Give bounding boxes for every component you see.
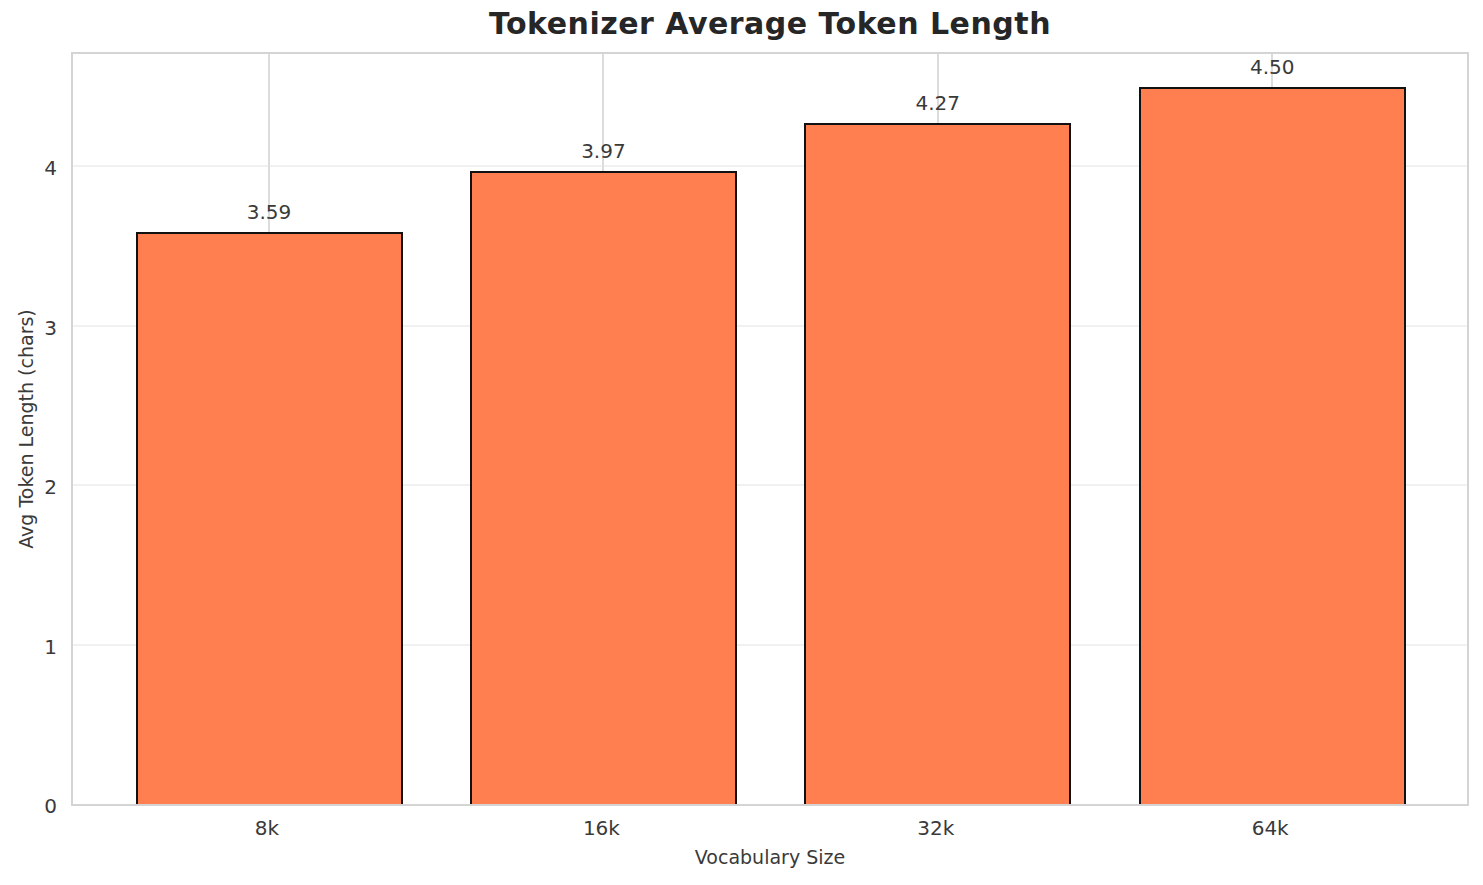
x-tick-label: 32k: [866, 816, 1006, 840]
bar: [136, 232, 403, 804]
y-tick-labels: 01234: [0, 52, 57, 806]
bar: [804, 123, 1071, 804]
x-tick-label: 64k: [1200, 816, 1340, 840]
y-tick-label: 0: [0, 794, 57, 818]
y-tick-label: 2: [0, 475, 57, 499]
plot-area: 3.59 3.97 4.27 4.50: [71, 52, 1469, 806]
bar-value-label: 4.50: [1202, 55, 1342, 79]
bar: [1139, 87, 1406, 804]
bar-value-label: 4.27: [868, 91, 1008, 115]
x-axis-label: Vocabulary Size: [71, 846, 1469, 868]
y-tick-label: 3: [0, 316, 57, 340]
bar-value-label: 3.59: [199, 200, 339, 224]
x-tick-label: 8k: [197, 816, 337, 840]
bar-value-label: 3.97: [533, 139, 673, 163]
chart-title: Tokenizer Average Token Length: [71, 6, 1469, 41]
bar: [470, 171, 737, 804]
y-tick-label: 1: [0, 635, 57, 659]
x-tick-label: 16k: [531, 816, 671, 840]
figure: Tokenizer Average Token Length Avg Token…: [0, 0, 1483, 885]
y-tick-label: 4: [0, 156, 57, 180]
x-tick-labels: 8k 16k 32k 64k: [71, 816, 1469, 844]
